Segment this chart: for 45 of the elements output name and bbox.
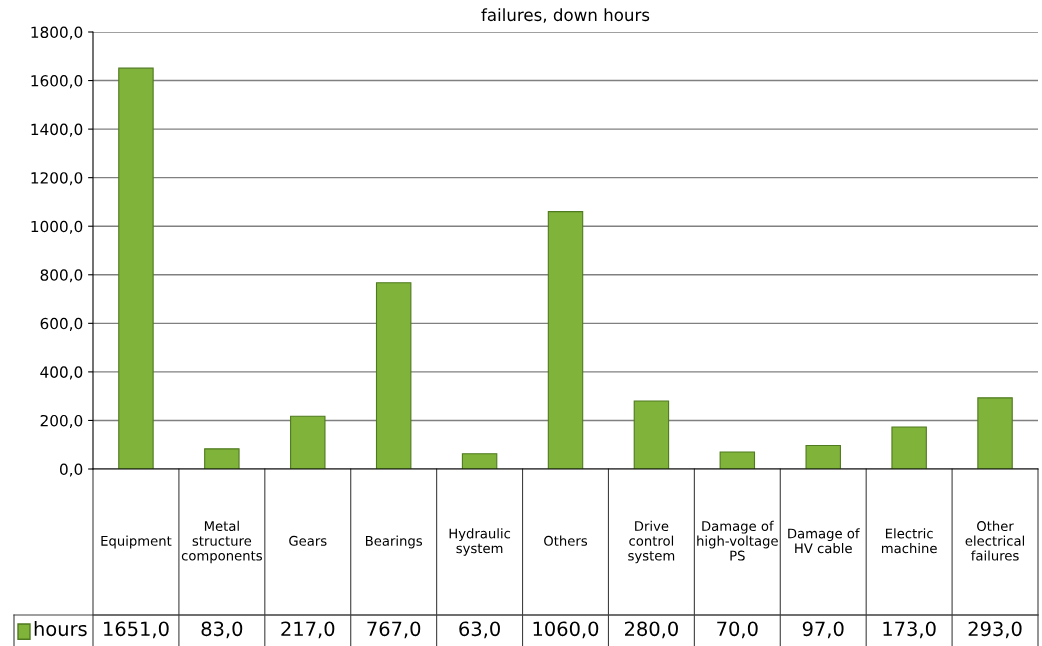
x-tick-label: Metal structure components — [181, 520, 262, 564]
data-label: 293,0 — [968, 621, 1022, 639]
bar — [118, 67, 154, 469]
x-tick-label: Gears — [289, 535, 327, 546]
y-tick-label: 1600,0 — [31, 75, 83, 89]
bar — [633, 400, 670, 469]
data-label: 70,0 — [717, 621, 758, 639]
bar — [204, 448, 240, 469]
bar — [290, 415, 326, 469]
data-label: 173,0 — [883, 621, 936, 639]
y-tick-label: 1400,0 — [31, 123, 83, 137]
data-label: 83,0 — [201, 621, 243, 639]
x-tick-label: Equipment — [101, 535, 172, 549]
data-label: 97,0 — [802, 621, 844, 639]
x-tick-label: Drive control system — [628, 520, 675, 564]
data-label: 280,0 — [625, 621, 678, 639]
bar — [719, 451, 756, 469]
data-label: 63,0 — [459, 621, 500, 639]
bar — [977, 397, 1013, 469]
x-tick-label: Others — [544, 535, 588, 546]
y-tick-label: 1800,0 — [31, 26, 83, 40]
data-label: 1060,0 — [533, 621, 599, 639]
x-tick-label: Electric machine — [881, 528, 937, 554]
y-tick-label: 0,0 — [59, 463, 83, 477]
bar — [461, 453, 498, 469]
bar — [891, 426, 927, 469]
y-tick-label: 800,0 — [40, 269, 83, 283]
data-label: 217,0 — [281, 621, 335, 639]
x-tick-label: Bearings — [366, 535, 423, 549]
bar — [805, 444, 841, 469]
y-tick-label: 400,0 — [40, 366, 83, 380]
x-tick-label: Other electrical failures — [965, 520, 1025, 561]
y-tick-label: 200,0 — [40, 414, 83, 429]
y-tick-label: 1200,0 — [31, 172, 83, 186]
data-label: 767,0 — [367, 621, 421, 639]
chart-title: failures, down hours — [481, 8, 650, 23]
data-label: 1651,0 — [104, 621, 169, 639]
x-tick-label: Damage of high-voltage PS — [697, 520, 778, 561]
legend-label: hours — [34, 621, 87, 637]
x-tick-label: Hydraulic system — [449, 528, 511, 556]
x-tick-label: Damage of HV cable — [788, 528, 860, 554]
bar — [375, 282, 412, 469]
y-tick-label: 600,0 — [40, 317, 83, 331]
bar — [547, 211, 584, 469]
y-tick-label: 1000,0 — [31, 220, 83, 234]
